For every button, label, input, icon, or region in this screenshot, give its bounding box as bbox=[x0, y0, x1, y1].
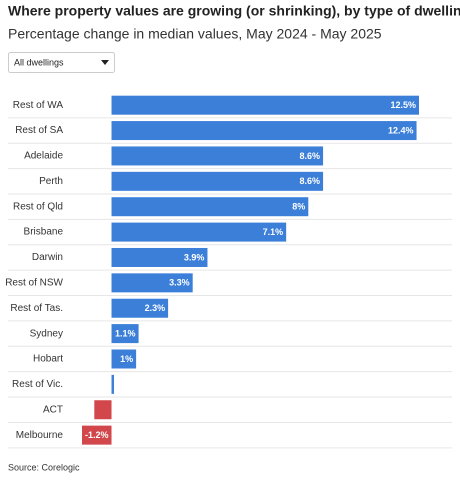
value-label: 3.3% bbox=[169, 278, 190, 288]
bar bbox=[82, 425, 112, 445]
category-label: Sydney bbox=[30, 328, 63, 339]
category-label: Hobart bbox=[33, 354, 63, 365]
chart-subtitle: Percentage change in median values, May … bbox=[8, 26, 382, 42]
value-label: 8.6% bbox=[300, 151, 321, 161]
value-label: 7.1% bbox=[263, 227, 284, 237]
category-label: Darwin bbox=[32, 252, 63, 263]
category-label: ACT bbox=[43, 404, 63, 415]
bar bbox=[111, 121, 417, 141]
category-label: Perth bbox=[39, 176, 63, 187]
bar bbox=[111, 146, 324, 166]
category-label: Adelaide bbox=[24, 151, 63, 162]
category-label: Brisbane bbox=[24, 227, 64, 238]
value-label: 2.3% bbox=[145, 303, 166, 313]
bar bbox=[111, 374, 114, 394]
value-label: 12.5% bbox=[390, 100, 416, 110]
bar bbox=[111, 247, 208, 267]
value-label: 8% bbox=[292, 202, 305, 212]
value-label: 12.4% bbox=[388, 125, 414, 135]
dropdown-box[interactable] bbox=[8, 52, 115, 73]
dropdown[interactable]: All dwellings bbox=[8, 52, 115, 73]
category-label: Rest of NSW bbox=[5, 277, 63, 288]
category-label: Rest of Vic. bbox=[12, 379, 63, 390]
bar bbox=[111, 95, 419, 115]
bar bbox=[111, 222, 287, 242]
bar bbox=[94, 400, 112, 420]
value-label: 1.1% bbox=[115, 328, 136, 338]
bar bbox=[111, 298, 169, 318]
value-label: 8.6% bbox=[300, 176, 321, 186]
source: Source: Corelogic bbox=[8, 462, 80, 472]
category-label: Rest of WA bbox=[13, 100, 64, 111]
bar bbox=[111, 197, 309, 217]
bar bbox=[111, 349, 137, 369]
value-label: 1% bbox=[120, 354, 133, 364]
dropdown-label[interactable]: All dwellings bbox=[14, 57, 64, 67]
value-label: 3.9% bbox=[184, 252, 205, 262]
dropdown-arrow[interactable] bbox=[101, 60, 109, 65]
chart-title: Where property values are growing (or sh… bbox=[8, 3, 460, 19]
bar bbox=[111, 324, 139, 344]
category-label: Melbourne bbox=[16, 430, 64, 441]
bar bbox=[111, 171, 324, 191]
category-label: Rest of Tas. bbox=[10, 303, 63, 314]
category-label: Rest of SA bbox=[15, 125, 63, 136]
value-label: -1.2% bbox=[85, 430, 109, 440]
bar bbox=[111, 273, 193, 293]
category-label: Rest of Qld bbox=[13, 201, 63, 212]
